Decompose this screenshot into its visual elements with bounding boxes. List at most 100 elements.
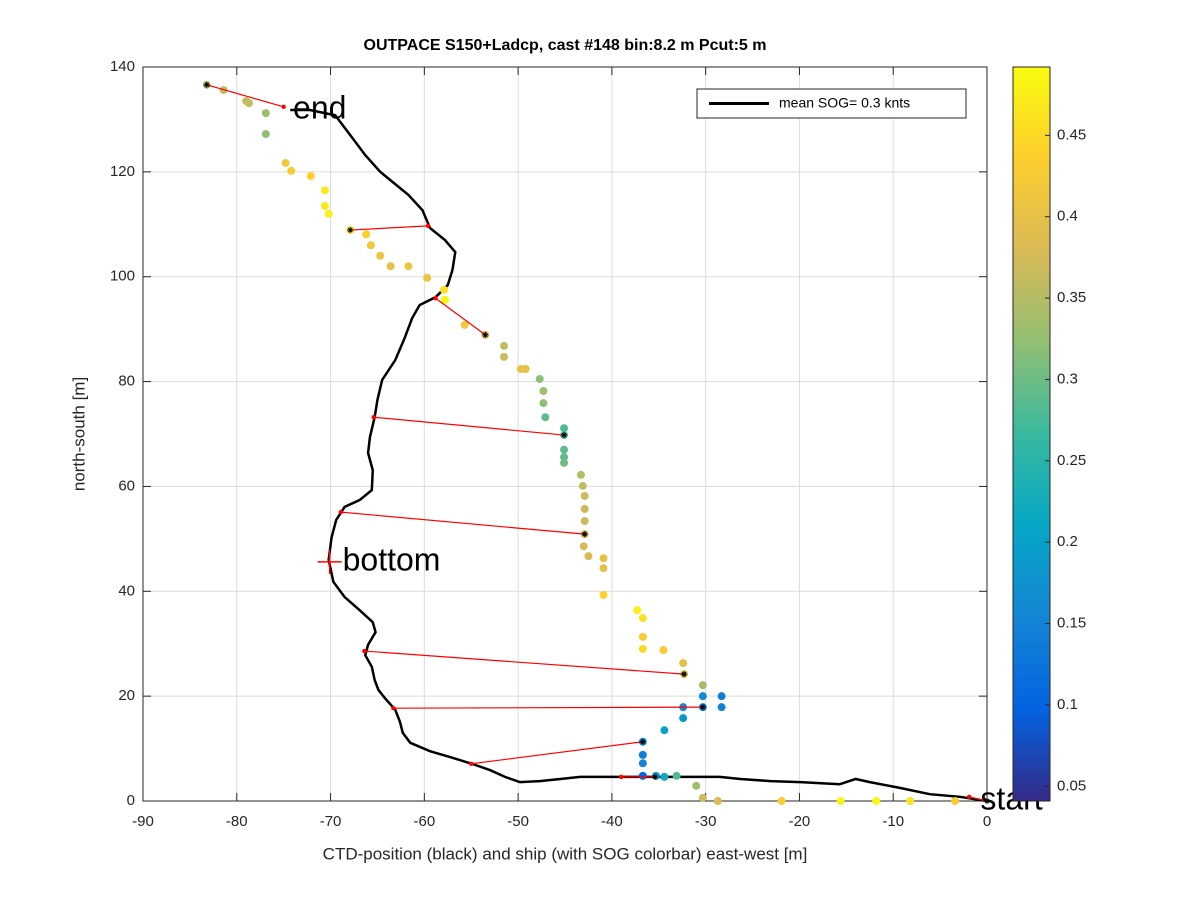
y-tick-label: 20 — [118, 687, 135, 704]
link-line — [471, 741, 643, 765]
ship-point — [261, 130, 270, 139]
x-tick-label: -40 — [601, 813, 623, 830]
colorbar-tick-label: 0.15 — [1057, 615, 1086, 632]
y-axis-label: north-south [m] — [69, 377, 88, 491]
ship-star — [347, 227, 354, 234]
colorbar-tick-label: 0.45 — [1057, 126, 1086, 143]
ship-point — [362, 230, 371, 239]
ship-point — [599, 590, 608, 599]
ship-point — [320, 186, 329, 195]
ship-star — [681, 671, 688, 678]
ctd-dot — [391, 706, 396, 711]
y-tick-label: 100 — [110, 268, 135, 285]
ship-point — [679, 714, 688, 723]
ctd-dot — [371, 415, 376, 420]
ctd-dot — [469, 761, 474, 766]
ship-point — [692, 781, 701, 790]
colorbar — [1012, 66, 1051, 802]
ship-star — [652, 773, 659, 780]
x-tick-label: -20 — [789, 813, 811, 830]
ship-point — [500, 352, 509, 361]
legend-label: mean SOG= 0.3 knts — [779, 95, 910, 111]
x-tick-label: -60 — [413, 813, 435, 830]
ship-point — [660, 772, 669, 781]
chart-title: OUTPACE S150+Ladcp, cast #148 bin:8.2 m … — [364, 37, 767, 54]
ship-point — [580, 504, 589, 513]
ship-point — [500, 341, 509, 350]
ship-point — [440, 285, 449, 294]
x-tick-label: -50 — [507, 813, 529, 830]
ship-point — [320, 201, 329, 210]
ship-point — [836, 797, 845, 805]
ctd-dot — [619, 774, 624, 780]
ship-point — [324, 209, 333, 218]
link-line — [340, 511, 585, 535]
colorbar-tick-label: 0.25 — [1057, 452, 1086, 469]
ship-point — [578, 481, 587, 490]
ship-point — [906, 797, 915, 805]
x-tick-label: -10 — [882, 813, 904, 830]
ship-point — [541, 413, 550, 422]
link-line — [350, 225, 429, 231]
ship-point — [440, 295, 449, 304]
colorbar-tick-label: 0.3 — [1057, 370, 1078, 387]
ship-point — [638, 614, 647, 623]
ship-point — [638, 632, 647, 641]
ship-point — [698, 793, 707, 802]
x-tick-label: -90 — [132, 813, 154, 830]
x-tick-label: -30 — [695, 813, 717, 830]
y-tick-label: 120 — [110, 163, 135, 180]
ctd-dot — [966, 794, 972, 800]
annotation-marker — [317, 549, 342, 574]
ship-point — [287, 166, 296, 175]
ship-point — [281, 158, 290, 167]
ship-point — [261, 109, 270, 118]
ship-point — [306, 172, 315, 181]
ship-point — [539, 387, 548, 396]
ship-point — [244, 99, 253, 108]
ship-point — [386, 262, 395, 271]
y-tick-label: 80 — [118, 373, 135, 390]
ship-point — [423, 273, 432, 282]
ship-point — [672, 771, 681, 780]
ship-point — [366, 241, 375, 250]
ship-point — [638, 750, 647, 759]
ship-point — [560, 445, 569, 454]
ship-point — [659, 646, 668, 655]
ship-point — [376, 251, 385, 260]
plot-frame — [142, 66, 988, 802]
ship-point — [535, 374, 544, 383]
x-tick-label: -70 — [320, 813, 342, 830]
link-line — [969, 796, 988, 802]
ship-point — [872, 797, 881, 805]
y-tick-label: 60 — [118, 477, 135, 494]
ship-point — [713, 797, 722, 805]
ship-point — [579, 542, 588, 551]
ctd-line — [290, 108, 988, 803]
y-tick-label: 40 — [118, 582, 135, 599]
y-tick-label: 140 — [110, 58, 135, 75]
link-line — [393, 706, 703, 709]
ship-point — [539, 399, 548, 408]
ship-point — [698, 681, 707, 690]
ship-point — [660, 726, 669, 735]
ctd-dot — [433, 296, 438, 301]
colorbar-tick-label: 0.4 — [1057, 208, 1078, 225]
ship-point — [638, 644, 647, 653]
colorbar-tick-label: 0.1 — [1057, 696, 1078, 713]
ship-point — [638, 771, 647, 780]
x-axis-label: CTD-position (black) and ship (with SOG … — [323, 844, 808, 863]
ship-point — [560, 458, 569, 467]
link-line — [364, 650, 685, 675]
legend: mean SOG= 0.3 knts — [696, 88, 967, 119]
ship-point — [580, 491, 589, 500]
ship-point — [777, 797, 786, 805]
ship-point — [638, 759, 647, 768]
ship-point — [460, 320, 469, 329]
y-tick-label: 0 — [127, 792, 135, 809]
ship-point — [560, 453, 569, 462]
annotation: bottom — [343, 541, 441, 577]
ship-point — [679, 659, 688, 668]
